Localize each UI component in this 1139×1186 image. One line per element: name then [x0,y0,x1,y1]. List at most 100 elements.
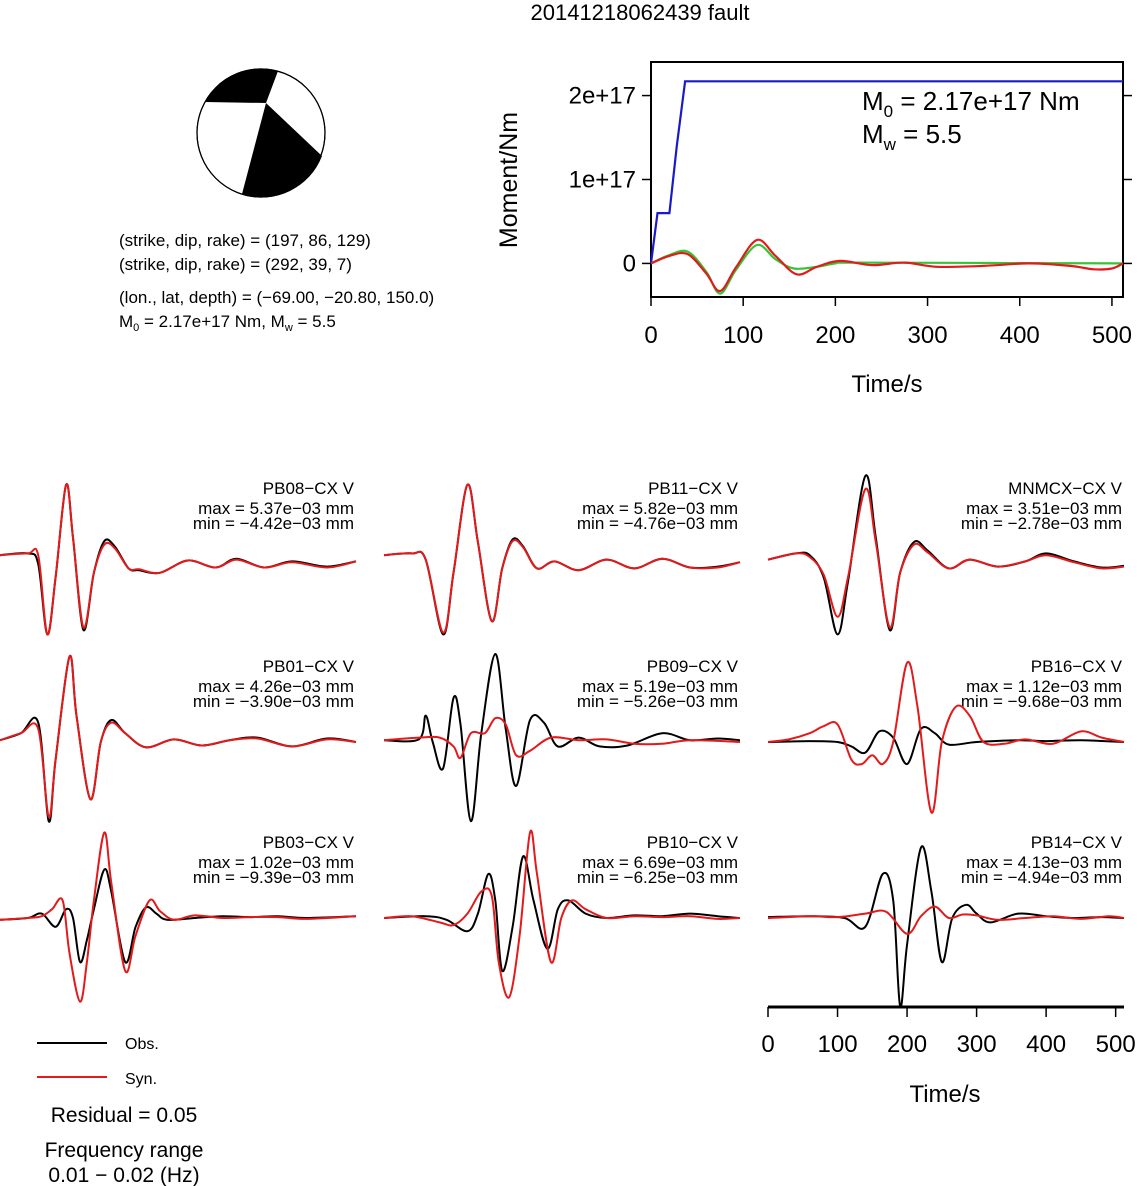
moment-xtick-label: 400 [1000,322,1040,349]
station-label: PB14−CX V [1031,833,1123,852]
max-amplitude-label: max = 5.82e−03 mm [582,499,738,518]
max-amplitude-label: max = 3.51e−03 mm [966,499,1122,518]
beachball-outline [196,68,326,198]
synthetic-trace [0,483,357,636]
mechanism-line-4: M0 = 2.17e+17 Nm, Mw = 5.5 [119,312,336,334]
waveform-xtick-label: 100 [818,1031,858,1058]
waveform-time-axis: Time/s 0 100 200 300 400 500 [761,1005,1136,1108]
mechanism-line-3: (lon., lat, depth) = (−69.00, −20.80, 15… [119,288,434,307]
station-label: MNMCX−CX V [1008,479,1122,498]
synthetic-trace [767,905,1125,935]
min-amplitude-label: min = −6.25e−03 mm [577,868,738,887]
m0-annotation: M0 = 2.17e+17 Nm [862,86,1080,121]
observed-trace [767,845,1125,1008]
waveform-xtick-label: 300 [957,1031,997,1058]
moment-ytick-label: 1e+17 [569,167,636,194]
mw-ann-subscript: w [883,135,897,154]
mw-subscript: w [284,322,293,334]
moment-y-label: Moment/Nm [495,112,523,248]
m0-mw-value: = 2.17e+17 Nm, M [139,312,285,331]
moment-curves [649,80,1124,295]
legend: Obs. Syn. Residual = 0.05 Frequency rang… [37,1036,203,1186]
moment-x-label: Time/s [851,371,922,398]
waveform-xtick-label: 400 [1026,1031,1066,1058]
moment-series-moment_rate_green [650,243,1124,295]
m0-symbol: M [119,312,133,331]
mw-ann-value: = 5.5 [896,119,962,149]
moment-yticks: 0 1e+17 2e+17 [569,83,1132,277]
m0-ann-value: = 2.17e+17 Nm [893,86,1079,116]
max-amplitude-label: max = 6.69e−03 mm [582,853,738,872]
station-label: PB01−CX V [263,657,355,676]
waveform-xtick-label: 500 [1096,1031,1136,1058]
waveform-xtick-label: 0 [761,1031,774,1058]
max-amplitude-label: max = 5.37e−03 mm [198,499,354,518]
moment-ytick-label: 2e+17 [569,83,636,110]
max-amplitude-label: max = 4.26e−03 mm [198,677,354,696]
legend-syn-label: Syn. [125,1071,157,1088]
frequency-range: 0.01 − 0.02 (Hz) [48,1164,199,1186]
beachball [196,68,326,198]
station-label: PB09−CX V [647,657,739,676]
synthetic-trace [767,487,1125,629]
synthetic-trace [0,831,357,1003]
moment-ytick-label: 0 [623,250,636,277]
min-amplitude-label: min = −3.90e−03 mm [193,692,354,711]
moment-xtick-label: 300 [908,322,948,349]
figure-title: 20141218062439 fault [531,0,750,25]
min-amplitude-label: min = −5.26e−03 mm [577,692,738,711]
min-amplitude-label: min = −4.94e−03 mm [961,868,1122,887]
beachball-compression-lower [242,103,322,198]
beachball-compression-upper [205,68,278,103]
synthetic-trace [383,483,741,634]
station-label: PB11−CX V [648,479,739,498]
moment-plot: 0 1e+17 2e+17 0 100 200 300 400 500 Moment/Nm T… [495,61,1132,398]
residual-text: Residual = 0.05 [51,1104,198,1127]
mechanism-text: (strike, dip, rake) = (197, 86, 129) (st… [119,231,434,334]
mw-ann-symbol: M [862,119,884,149]
m0-subscript: 0 [133,322,139,334]
mw-annotation: Mw = 5.5 [862,119,962,154]
legend-obs-label: Obs. [125,1036,159,1053]
station-label: PB08−CX V [263,479,355,498]
waveform-x-label: Time/s [909,1081,980,1108]
min-amplitude-label: min = −9.39e−03 mm [193,868,354,887]
mw-value: = 5.5 [293,312,336,331]
m0-ann-subscript: 0 [884,102,893,121]
mechanism-line-2: (strike, dip, rake) = (292, 39, 7) [119,255,352,274]
min-amplitude-label: min = −2.78e−03 mm [961,514,1122,533]
max-amplitude-label: max = 4.13e−03 mm [966,853,1122,872]
min-amplitude-label: min = −9.68e−03 mm [961,692,1122,711]
synthetic-trace [767,660,1125,814]
moment-series-moment_rate_red [650,238,1124,293]
synthetic-trace [383,829,741,999]
moment-xtick-label: 200 [815,322,855,349]
station-label: PB03−CX V [263,833,355,852]
moment-xticks: 0 100 200 300 400 500 [644,297,1132,349]
moment-xtick-label: 100 [723,322,763,349]
max-amplitude-label: max = 5.19e−03 mm [582,677,738,696]
moment-xtick-label: 0 [644,322,657,349]
mechanism-line-1: (strike, dip, rake) = (197, 86, 129) [119,231,371,250]
waveform-xtick-label: 200 [887,1031,927,1058]
synthetic-trace [383,716,741,760]
moment-series-cumulative_moment [649,80,1123,264]
station-label: PB10−CX V [647,833,739,852]
max-amplitude-label: max = 1.02e−03 mm [198,853,354,872]
moment-xtick-label: 500 [1092,322,1132,349]
frequency-title: Frequency range [45,1139,204,1162]
observed-trace [383,652,741,823]
min-amplitude-label: min = −4.76e−03 mm [577,514,738,533]
synthetic-trace [0,654,357,819]
